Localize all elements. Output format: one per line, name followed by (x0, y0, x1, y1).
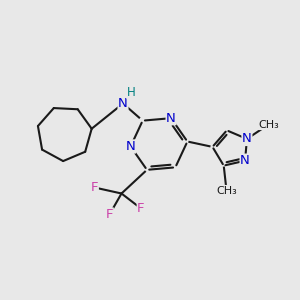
Text: N: N (166, 112, 176, 125)
Text: N: N (242, 132, 252, 146)
Text: CH₃: CH₃ (258, 119, 279, 130)
Text: CH₃: CH₃ (216, 185, 237, 196)
Text: N: N (240, 154, 250, 167)
Text: F: F (91, 181, 98, 194)
Text: N: N (118, 97, 128, 110)
Text: N: N (126, 140, 136, 153)
Text: F: F (106, 208, 113, 221)
Text: F: F (137, 202, 145, 215)
Text: H: H (127, 85, 136, 99)
